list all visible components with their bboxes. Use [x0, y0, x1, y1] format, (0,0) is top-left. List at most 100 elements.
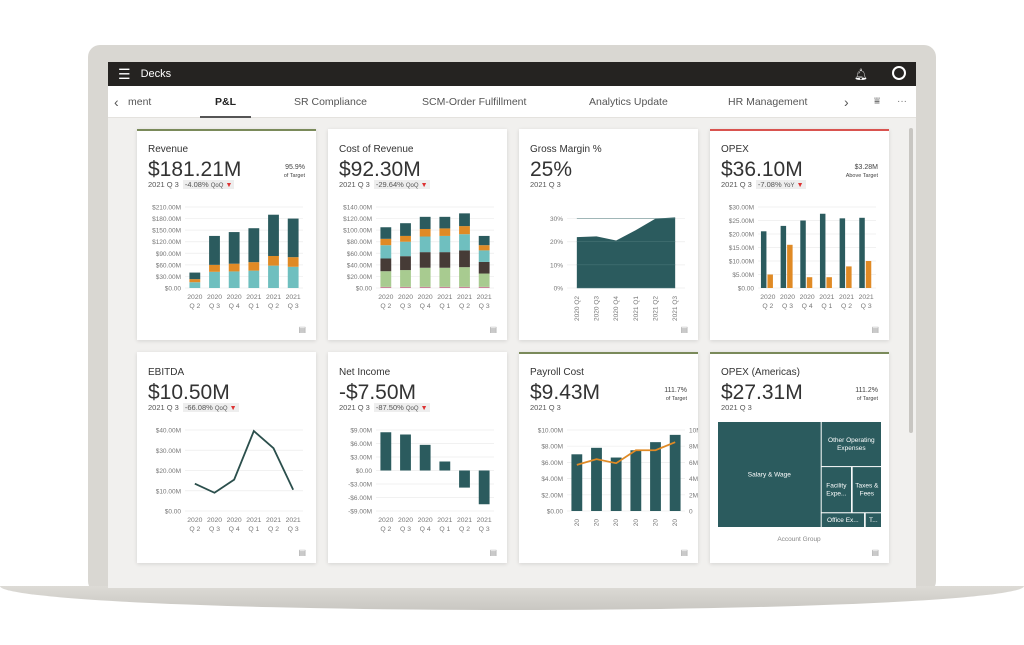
card-subline: 2021 Q 3 -4.08% QoQ ▼: [148, 180, 235, 189]
x-tick-label: 2021: [859, 294, 874, 301]
x-tick-label: Q 2: [189, 526, 200, 533]
card-chart: -$9.00M -$6.00M -$3.00M $0.00 $3.00M $6.00M $9…: [348, 428, 494, 533]
y-tick-label: $8.00M: [541, 444, 563, 451]
card-subline: 2021 Q 3: [530, 403, 561, 412]
tab-pl[interactable]: P&L: [200, 86, 251, 118]
x-tick-label: Q 2: [459, 303, 470, 310]
y-tick-label: $3.00M: [350, 455, 372, 462]
kpi-card-cost-of-revenue[interactable]: Cost of Revenue $92.30M 2021 Q 3 -29.64% …: [328, 129, 507, 340]
x-tick-label: 2020: [207, 517, 222, 524]
tab-analytics-update[interactable]: Analytics Update: [589, 95, 668, 108]
view-data-icon[interactable]: ▤: [298, 548, 306, 557]
hamburger-icon[interactable]: ☰: [118, 65, 131, 82]
view-data-icon[interactable]: ▤: [871, 548, 879, 557]
vertical-scrollbar[interactable]: [909, 128, 913, 433]
target-value: 95.9%: [285, 164, 305, 171]
view-data-icon[interactable]: ▤: [680, 548, 688, 557]
down-arrow-icon: ▼: [225, 182, 233, 189]
change-basis: YoY: [783, 183, 795, 189]
bar: [591, 447, 602, 511]
y-tick-label: $20.00M: [156, 468, 181, 475]
filter-icon[interactable]: ⩸: [874, 96, 881, 107]
x-tick-label: Q 1: [439, 303, 450, 310]
y-tick-label: $10.00M: [538, 428, 563, 435]
x-tick-label: Q 4: [229, 303, 240, 310]
tab-hr-management[interactable]: HR Management: [728, 95, 808, 108]
user-avatar-icon[interactable]: [892, 65, 906, 83]
bar-segment: [400, 286, 411, 288]
x-tick-label: 20: [574, 519, 581, 527]
target-label: of Target: [283, 173, 305, 179]
x-tick-label: 2021: [286, 294, 301, 301]
bar-segment: [478, 235, 490, 246]
kpi-card-net-income[interactable]: Net Income -$7.50M 2021 Q 3 -87.50% QoQ ▼…: [328, 352, 507, 563]
x-tick-label: 2020: [418, 294, 433, 301]
x-tick-label: Q 2: [762, 303, 773, 310]
bar-segment: [400, 223, 411, 236]
view-data-icon[interactable]: ▤: [489, 548, 497, 557]
x-tick-label: Q 3: [400, 303, 411, 310]
tab-scm-order-fulfillment[interactable]: SCM-Order Fulfillment: [422, 95, 527, 108]
y-tick-label: $20.00M: [729, 232, 754, 239]
bar: [571, 454, 583, 511]
treemap-label: Facility Expe...: [826, 483, 847, 498]
kpi-card-gross-margin[interactable]: Gross Margin % 25% 2021 Q 3 0% 10% 20% 30% 20…: [519, 129, 698, 340]
card-title: Cost of Revenue: [339, 144, 414, 155]
y-tick-label: 10%: [550, 262, 563, 269]
y2-tick-label: 4M: [689, 476, 698, 483]
x-tick-label: 2021: [457, 294, 472, 301]
y-tick-label: $210.00M: [152, 205, 181, 212]
bar-segment: [478, 273, 490, 287]
x-tick-label: 20: [633, 519, 640, 527]
card-title: Revenue: [148, 144, 189, 155]
bell-icon[interactable]: 🔔︎: [854, 68, 868, 81]
y-tick-label: $0.00: [165, 509, 182, 516]
kpi-card-revenue[interactable]: Revenue $181.21M 2021 Q 3 -4.08% QoQ ▼ 95.…: [137, 129, 316, 340]
y-tick-label: $30.00M: [156, 274, 181, 281]
kpi-card-ebitda[interactable]: EBITDA $10.50M 2021 Q 3 -66.08% QoQ ▼ $0.0…: [137, 352, 316, 563]
card-period: 2021 Q 3: [721, 180, 752, 189]
bar-segment: [439, 252, 451, 268]
target-indicator: 111.7% of Target: [664, 386, 687, 404]
x-tick-label: Q 2: [189, 303, 200, 310]
view-data-icon[interactable]: ▤: [489, 325, 497, 334]
y-tick-label: -$3.00M: [348, 482, 372, 489]
treemap-label: Salary & Wage: [748, 472, 791, 479]
tab-sr-compliance[interactable]: SR Compliance: [294, 95, 367, 108]
card-subline: 2021 Q 3: [530, 180, 561, 189]
kpi-card-opex[interactable]: OPEX $36.10M 2021 Q 3 -7.08% YoY ▼ $3.28M A…: [710, 129, 889, 340]
view-data-icon[interactable]: ▤: [680, 325, 688, 334]
bar-segment: [228, 271, 240, 288]
bar-segment: [268, 214, 279, 256]
tabs-next-button[interactable]: ›: [844, 93, 849, 110]
treemap-tile: [821, 467, 852, 513]
y-tick-label: $120.00M: [152, 239, 181, 246]
bar: [806, 277, 813, 288]
tabs-prev-button[interactable]: ‹: [114, 93, 119, 110]
x-tick-label: 2020: [378, 294, 393, 301]
y-tick-label: $6.00M: [350, 441, 372, 448]
bar-segment: [439, 216, 451, 229]
bar-segment: [419, 267, 431, 287]
tab-management[interactable]: ment: [128, 95, 152, 108]
y-tick-label: $10.00M: [729, 259, 754, 266]
bar-segment: [419, 228, 431, 237]
bar-segment: [439, 228, 451, 236]
view-data-icon[interactable]: ▤: [298, 325, 306, 334]
view-data-icon[interactable]: ▤: [871, 325, 879, 334]
change-value: -29.64%: [375, 180, 404, 189]
x-tick-label: 20: [653, 519, 660, 527]
top-bar: ☰ Decks 🔔︎: [108, 62, 916, 86]
x-tick-label: 2021: [266, 294, 281, 301]
y-tick-label: $4.00M: [541, 476, 563, 483]
bar-segment: [248, 262, 260, 271]
kpi-card-opex-americas[interactable]: OPEX (Americas) $27.31M 2021 Q 3 111.2% of…: [710, 352, 889, 563]
bar-segment: [400, 256, 411, 271]
y-tick-label: $180.00M: [152, 216, 181, 223]
y-tick-label: $0.00: [356, 468, 373, 475]
bar: [819, 213, 826, 288]
kpi-card-payroll-cost[interactable]: Payroll Cost $9.43M 2021 Q 3 111.7% of Tar…: [519, 352, 698, 563]
more-options-icon[interactable]: ···: [897, 96, 907, 107]
x-tick-label: 2020: [187, 517, 202, 524]
card-chart: Salary & Wage Other Operating Expenses Faci…: [718, 422, 881, 543]
